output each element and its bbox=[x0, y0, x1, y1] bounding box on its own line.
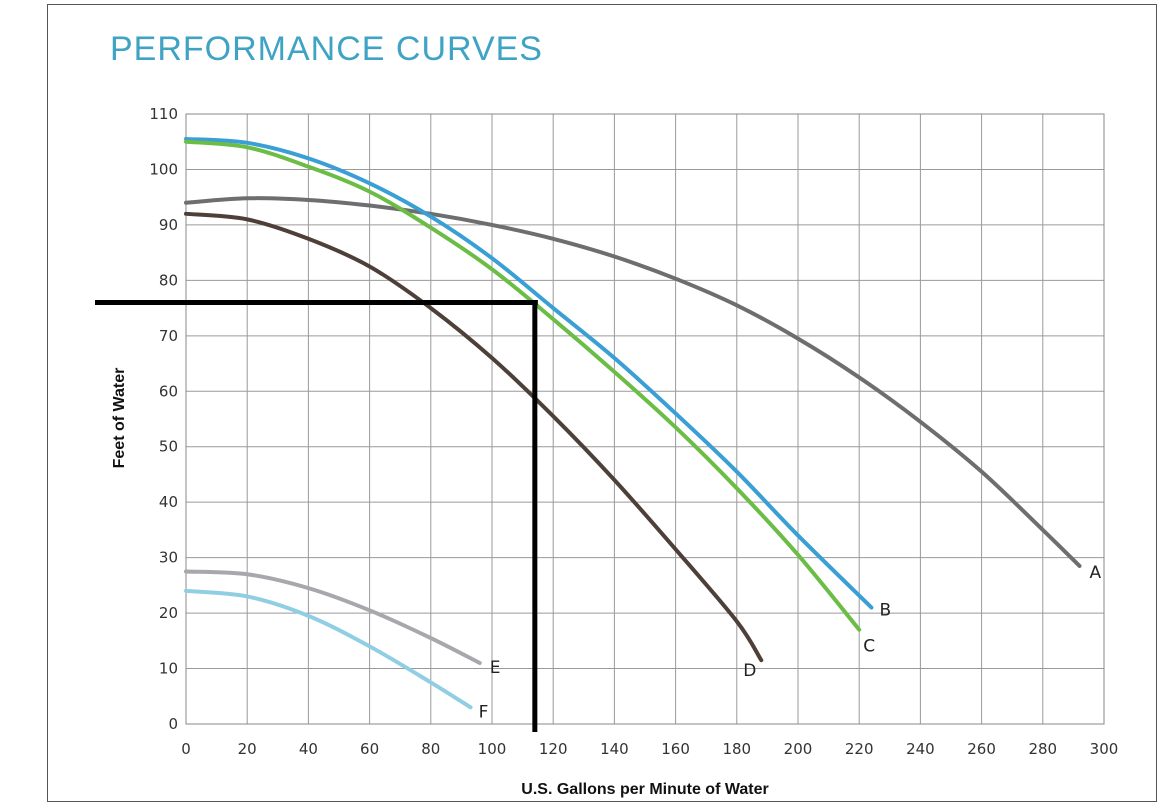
x-tick-label: 200 bbox=[784, 740, 813, 758]
y-tick-label: 60 bbox=[159, 382, 178, 400]
plot-area-border bbox=[185, 113, 1105, 725]
series-label-f: F bbox=[479, 702, 489, 722]
y-tick-label: 20 bbox=[159, 604, 178, 622]
x-tick-label: 260 bbox=[967, 740, 996, 758]
x-tick-label: 160 bbox=[661, 740, 690, 758]
y-tick-label: 40 bbox=[159, 493, 178, 511]
series-line-f bbox=[184, 588, 473, 710]
x-tick-label: 220 bbox=[845, 740, 874, 758]
y-tick-label: 10 bbox=[159, 660, 178, 678]
x-axis-label: U.S. Gallons per Minute of Water bbox=[521, 781, 768, 798]
x-tick-label: 20 bbox=[238, 740, 257, 758]
x-tick-label: 100 bbox=[478, 740, 507, 758]
y-tick-label: 50 bbox=[159, 438, 178, 456]
series-label-e: E bbox=[490, 658, 501, 678]
series-label-c: C bbox=[863, 637, 875, 657]
x-tick-label: 140 bbox=[600, 740, 629, 758]
y-tick-label: 110 bbox=[149, 105, 178, 123]
y-tick-label: 0 bbox=[168, 715, 178, 733]
x-tick-label: 0 bbox=[181, 740, 191, 758]
y-tick-label: 30 bbox=[159, 549, 178, 567]
series-line-b bbox=[184, 136, 874, 610]
y-axis-label: Feet of Water bbox=[111, 368, 128, 469]
series-labels: A BC D E F bbox=[479, 563, 1102, 722]
x-tick-label: 120 bbox=[539, 740, 568, 758]
chart-title: PERFORMANCE CURVES bbox=[110, 30, 543, 68]
y-tick-label: 100 bbox=[149, 160, 178, 178]
x-tick-label: 60 bbox=[360, 740, 379, 758]
y-axis-ticks: 0 10 20 30 40 50 60 70 80 90 100 110 bbox=[149, 105, 178, 733]
y-tick-label: 90 bbox=[159, 216, 178, 234]
y-tick-label: 80 bbox=[159, 271, 178, 289]
series-line-a bbox=[184, 196, 1082, 568]
annotations bbox=[95, 300, 538, 732]
series-line-d bbox=[184, 211, 764, 663]
grid bbox=[185, 113, 1105, 725]
series-label-b: B bbox=[879, 601, 891, 621]
x-tick-label: 300 bbox=[1090, 740, 1119, 758]
x-tick-label: 80 bbox=[421, 740, 440, 758]
x-tick-label: 180 bbox=[722, 740, 751, 758]
x-tick-label: 280 bbox=[1028, 740, 1057, 758]
series-label-d: D bbox=[743, 661, 756, 681]
series-line-c bbox=[184, 139, 862, 632]
y-tick-label: 70 bbox=[159, 327, 178, 345]
series-label-a: A bbox=[1090, 563, 1102, 583]
series-lines bbox=[184, 136, 1082, 710]
x-tick-label: 40 bbox=[299, 740, 318, 758]
x-tick-label: 240 bbox=[906, 740, 935, 758]
series-line-e bbox=[184, 569, 482, 665]
x-axis-ticks: 0 20 40 60 80 100 120 140 160 180 200 220 240 260 280 3… bbox=[181, 740, 1118, 758]
